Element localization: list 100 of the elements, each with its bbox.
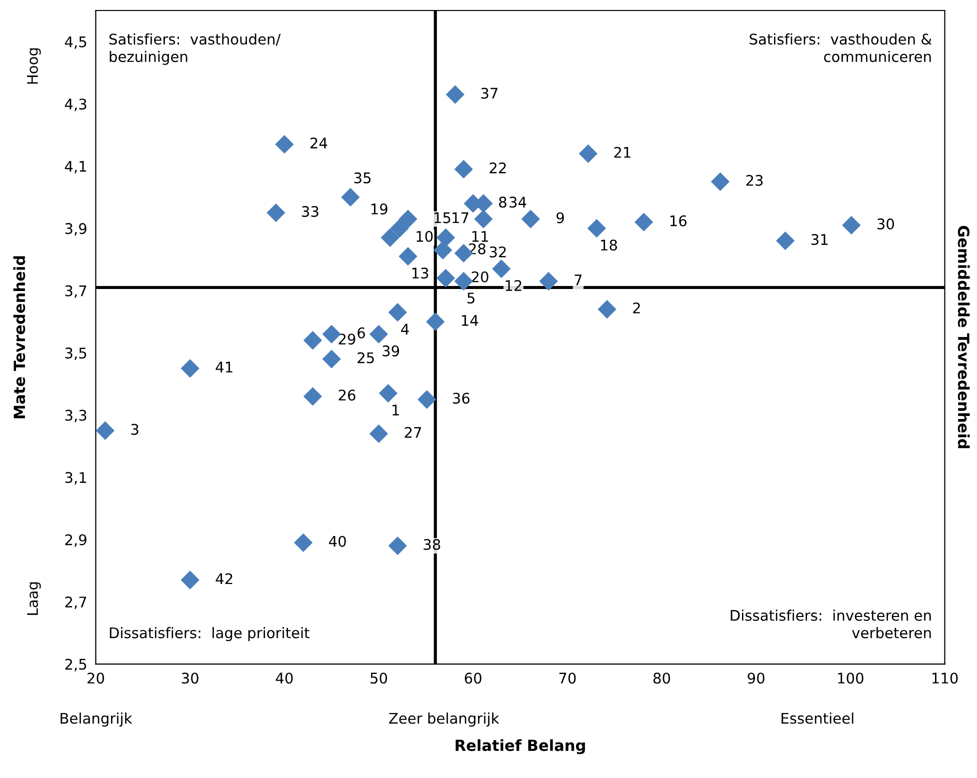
y-tick-label: 2,9 [65, 534, 86, 547]
point [96, 421, 114, 440]
annotation: 36 [452, 392, 470, 404]
annotation: 11 [472, 231, 488, 242]
point [398, 247, 418, 266]
point [434, 240, 452, 260]
annotation: 21 [614, 146, 630, 158]
point [388, 536, 407, 556]
annotation: 26 [338, 390, 356, 401]
point [369, 424, 388, 444]
point [842, 216, 861, 235]
point [418, 390, 436, 409]
point [539, 272, 558, 291]
point [294, 533, 313, 552]
annotation: 19 [371, 203, 388, 215]
x-tick-label: 30 [182, 672, 198, 684]
text: Hoog [27, 48, 41, 84]
point [380, 228, 400, 247]
x-axis-title: Relatief Belang [456, 739, 585, 754]
point [492, 259, 511, 278]
annotation: 10 [416, 230, 433, 242]
point [303, 387, 322, 406]
x-tick-label: 110 [932, 672, 958, 684]
text: Essentieel [782, 712, 854, 724]
annotation: 20 [472, 271, 488, 282]
annotation: 42 [216, 573, 232, 584]
annotation: 22 [490, 162, 506, 174]
y-tick-label: 3,3 [65, 410, 86, 422]
point [598, 300, 616, 319]
y-tick-label: 3,9 [65, 223, 86, 236]
annotation: 6 [358, 327, 365, 338]
annotation: 12 [506, 280, 522, 291]
annotation: 16 [670, 215, 686, 226]
annotation: 5 [468, 292, 474, 304]
y-axis-title: Mate Tevredenheid [13, 256, 26, 418]
text: Zeer belangrijk [389, 712, 500, 727]
annotation: 9 [556, 212, 564, 224]
point [521, 210, 540, 228]
y-tick-label: 4,1 [64, 161, 86, 174]
annotation: 23 [746, 174, 763, 186]
x-tick-label: 80 [653, 672, 670, 684]
y-tick-label: 3,1 [65, 472, 86, 485]
y-tick-label: 2,5 [65, 658, 86, 672]
y2-axis-title: Gemiddelde Tevredenheid [958, 226, 970, 448]
point [436, 268, 456, 288]
point [426, 312, 445, 332]
y-tick-label: 3,5 [65, 348, 86, 360]
annotation: 32 [490, 246, 506, 258]
point [634, 212, 654, 232]
y-tick-label: 2,7 [65, 596, 86, 610]
annotation: 38 [424, 538, 440, 550]
x-tick-label: 20 [88, 672, 104, 684]
y-tick-label: 4,3 [64, 98, 86, 112]
annotation: 3 [131, 424, 138, 435]
point [710, 172, 730, 191]
point [454, 272, 473, 291]
annotation: 30 [877, 218, 894, 230]
annotation: 17 [452, 212, 468, 224]
text: Laag [27, 582, 41, 615]
annotation: Dissatisfiers: investeren en verbeteren [730, 610, 931, 638]
annotation: Dissatisfiers: lage prioriteit [110, 627, 310, 642]
annotation: 1 [392, 404, 399, 416]
point [369, 324, 388, 344]
annotation: 13 [412, 268, 428, 279]
point [180, 359, 200, 378]
y-tick-label: 4,5 [64, 36, 86, 49]
annotation: 25 [358, 352, 374, 364]
x-tick-label: 50 [370, 672, 388, 684]
point [378, 384, 398, 403]
point [474, 210, 493, 228]
annotation: 39 [382, 345, 400, 356]
point [180, 570, 200, 590]
x-tick-label: 70 [559, 672, 576, 684]
x-tick-label: 40 [276, 672, 293, 684]
point [266, 203, 286, 222]
annotation: 27 [404, 426, 422, 438]
point [398, 210, 418, 228]
annotation: 37 [481, 88, 498, 99]
annotation: Satisfiers: vasthouden/ bezuinigen [109, 33, 281, 65]
annotation: 15 [434, 212, 450, 224]
point [436, 228, 456, 247]
annotation: 29 [338, 334, 356, 345]
x-tick-label: 60 [464, 672, 482, 684]
x-tick-label: 100 [838, 672, 864, 684]
annotation: 2 [633, 302, 640, 314]
x-tick-label: 90 [748, 672, 764, 684]
y-tick-label: 3,7 [65, 285, 86, 298]
annotation: 33 [302, 206, 318, 218]
annotation: 4 [401, 324, 409, 334]
annotation: 34 [510, 196, 526, 208]
point [390, 219, 409, 238]
point [454, 160, 473, 179]
point [341, 188, 360, 207]
annotation: 35 [354, 172, 371, 184]
annotation: 24 [310, 138, 328, 148]
annotation: 40 [328, 536, 346, 547]
annotation: 41 [216, 362, 232, 372]
point [388, 303, 407, 322]
point [776, 231, 795, 250]
annotation: 14 [462, 315, 478, 326]
